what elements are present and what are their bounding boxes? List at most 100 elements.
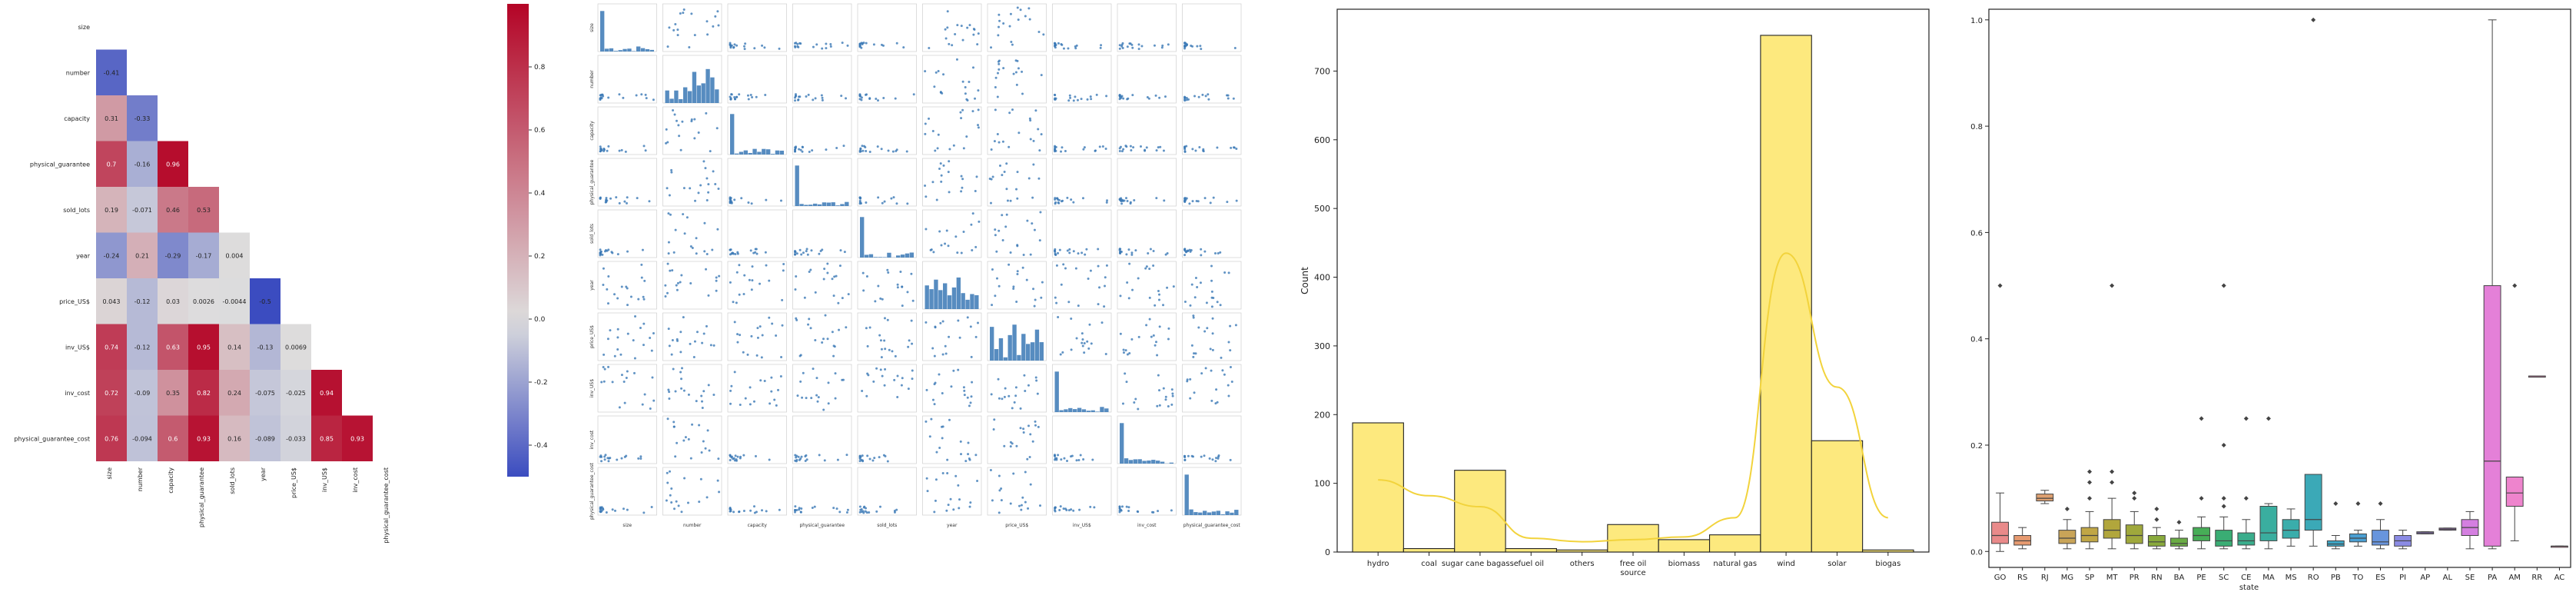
heatmap-cell — [342, 415, 373, 461]
pairplot-point — [812, 45, 815, 48]
pairplot-point — [861, 149, 865, 152]
pairplot-point — [1118, 505, 1121, 508]
pairplot-hist-bar — [1203, 511, 1207, 515]
pairplot-point — [794, 45, 797, 48]
pairplot-point — [1183, 150, 1187, 153]
pairplot-point — [1233, 46, 1237, 49]
pairplot-point — [714, 182, 717, 185]
pairplot-point — [606, 302, 609, 305]
pairplot-point — [752, 505, 755, 508]
pairplot-point — [670, 171, 673, 174]
pairplot-hist-bar — [990, 327, 994, 361]
pairplot-point — [1040, 74, 1043, 77]
pairplot-point — [977, 108, 980, 111]
pairplot-point — [1235, 148, 1238, 151]
pairplot-point — [1186, 378, 1189, 381]
pairplot-point — [626, 250, 629, 253]
pairplot-point — [1118, 150, 1121, 153]
pairplot-point — [666, 141, 669, 144]
pairplot-point — [1213, 251, 1217, 254]
pairplot-point — [1037, 128, 1040, 131]
pairplot-point — [1089, 505, 1092, 508]
pairplot-point — [1001, 238, 1004, 241]
pairplot-point — [968, 505, 971, 508]
pairplot-point — [995, 250, 998, 253]
boxplot-outlier — [2110, 480, 2115, 485]
pairplot-point — [995, 277, 998, 280]
pairplot-point — [755, 354, 759, 357]
pairplot-point — [729, 43, 732, 46]
pairplot-point — [622, 96, 625, 99]
pairplot-point — [1009, 12, 1012, 15]
pairplot-point — [1059, 505, 1062, 508]
pairplot-point — [959, 440, 962, 443]
histogram-y-tick-label: 0 — [1325, 547, 1330, 557]
pairplot-point — [901, 377, 904, 380]
pairplot-point — [861, 454, 864, 457]
pairplot-point — [838, 328, 841, 331]
pairplot-point — [941, 320, 944, 323]
pairplot-point — [620, 285, 623, 288]
heatmap-cell-label: 0.0069 — [285, 344, 307, 351]
pairplot-cell-frame — [1182, 55, 1242, 104]
pairplot-point — [729, 402, 732, 405]
pairplot-point — [1009, 502, 1012, 505]
boxplot-outlier — [2355, 501, 2361, 507]
pairplot-point — [643, 279, 646, 282]
histogram-x-tick-label: natural gas — [1713, 560, 1757, 568]
pairplot-y-label: capacity — [589, 121, 595, 141]
heatmap-cell — [250, 278, 281, 324]
pairplot-point — [820, 94, 823, 97]
pairplot-point — [1070, 508, 1073, 511]
pairplot-point — [1219, 304, 1222, 307]
heatmap-cell-label: 0.85 — [320, 435, 334, 442]
pairplot-point — [704, 447, 707, 450]
pairplot-point — [1127, 506, 1130, 509]
pairplot-cell-frame — [922, 364, 982, 413]
pairplot-point — [736, 455, 739, 458]
pairplot-point — [739, 334, 742, 337]
pairplot-point — [1124, 145, 1127, 148]
pairplot-point — [716, 479, 719, 482]
histogram-bar — [1862, 549, 1914, 553]
pairplot-hist-bar — [1184, 474, 1189, 515]
pairplot-point — [707, 294, 710, 297]
pairplot-point — [602, 365, 605, 368]
pairplot-point — [814, 97, 817, 100]
pairplot-hist-bar — [1198, 512, 1203, 515]
pairplot-point — [649, 407, 652, 410]
pairplot-cell-frame — [597, 106, 657, 155]
pairplot-point — [1200, 248, 1203, 251]
pairplot-point — [956, 251, 959, 254]
pairplot-point — [957, 484, 960, 487]
pairplot-point — [761, 44, 764, 47]
pairplot-point — [876, 145, 879, 148]
pairplot-point — [1119, 199, 1122, 202]
pairplot-point — [1221, 369, 1224, 372]
pairplot-point — [680, 274, 683, 277]
pairplot-point — [1089, 95, 1092, 98]
pairplot-point — [644, 149, 647, 152]
pairplot-point — [1120, 202, 1124, 205]
pairplot-point — [967, 453, 970, 456]
pairplot-hist-bar — [822, 202, 827, 206]
pairplot-point — [1068, 248, 1071, 251]
pairplot-point — [835, 147, 838, 150]
boxplot-outlier — [2087, 480, 2093, 485]
pairplot-point — [815, 394, 818, 397]
pairplot-point — [833, 345, 836, 348]
pairplot-point — [611, 508, 614, 511]
pairplot-point — [1183, 47, 1187, 50]
pairplot-point — [949, 497, 952, 501]
pairplot-point — [666, 262, 669, 265]
pairplot-cell-frame — [727, 158, 787, 207]
pairplot-point — [712, 344, 715, 347]
pairplot-point — [951, 44, 954, 47]
pairplot-point — [763, 46, 766, 49]
pairplot-point — [955, 58, 958, 61]
boxplot-box — [2215, 530, 2233, 547]
pairplot-point — [962, 231, 965, 234]
pairplot-hist-bar — [887, 252, 891, 258]
pairplot-point — [679, 331, 682, 334]
pairplot-point — [1091, 458, 1094, 461]
